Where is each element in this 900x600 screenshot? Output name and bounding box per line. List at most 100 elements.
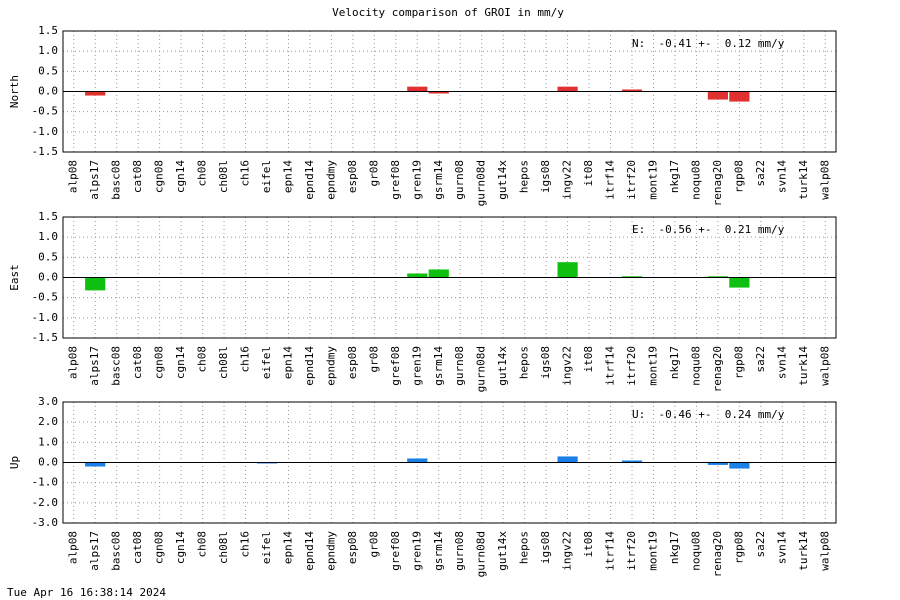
annotation: E: -0.56 +- 0.21 mm/y <box>632 223 785 236</box>
x-tick-label: itrf14 <box>604 531 617 571</box>
y-tick-label: -3.0 <box>32 516 59 529</box>
y-tick-label: -0.5 <box>32 105 59 118</box>
bar <box>729 277 750 288</box>
bar <box>428 269 449 278</box>
bar <box>729 462 750 469</box>
x-tick-label: epnd14 <box>303 160 316 200</box>
plot-frame <box>62 30 837 153</box>
x-tick-label: epnd14 <box>303 346 316 386</box>
x-tick-label: cgn08 <box>153 160 166 193</box>
x-tick-label: gurn08d <box>475 531 488 577</box>
x-tick-label: ch16 <box>239 531 252 558</box>
x-tick-label: walp08 <box>818 160 831 200</box>
x-tick-label: itrf20 <box>625 160 638 200</box>
x-tick-label: ch16 <box>239 160 252 187</box>
x-tick-label: esp08 <box>346 531 359 564</box>
y-axis-label: North <box>8 75 21 108</box>
x-tick-label: esp08 <box>346 346 359 379</box>
x-tick-label: renag20 <box>711 346 724 392</box>
x-tick-label: walp08 <box>818 346 831 386</box>
bar <box>85 462 106 467</box>
x-tick-label: turk14 <box>797 531 810 571</box>
x-tick-label: nkg17 <box>668 346 681 379</box>
y-tick-label: 3.0 <box>38 395 58 408</box>
x-tick-label: alp08 <box>67 346 80 379</box>
x-tick-label: itrf20 <box>625 531 638 571</box>
x-tick-label: ch16 <box>239 346 252 373</box>
x-tick-label: renag20 <box>711 160 724 206</box>
x-tick-label: sa22 <box>754 531 767 558</box>
x-tick-label: cat08 <box>131 531 144 564</box>
x-tick-label: gut14x <box>496 346 509 386</box>
x-tick-label: nkg17 <box>668 160 681 193</box>
x-tick-label: gut14x <box>496 160 509 200</box>
bar <box>256 462 278 464</box>
x-tick-label: gsrm14 <box>432 160 445 200</box>
x-tick-label: svn14 <box>775 531 788 564</box>
y-tick-label: 0.0 <box>38 85 58 98</box>
x-tick-label: cgn14 <box>174 346 187 379</box>
y-tick-label: -1.5 <box>32 145 59 158</box>
x-tick-label: ingv22 <box>561 531 574 571</box>
bar <box>407 458 428 463</box>
y-tick-label: 1.0 <box>38 435 58 448</box>
x-tick-label: basc08 <box>110 531 123 571</box>
x-tick-label: cgn14 <box>174 531 187 564</box>
x-tick-label: noqu08 <box>689 160 702 200</box>
x-tick-label: itrf14 <box>604 160 617 200</box>
x-tick-label: epn14 <box>281 531 294 564</box>
x-tick-label: mont19 <box>646 531 659 571</box>
bar <box>729 91 750 102</box>
x-tick-label: igs08 <box>539 531 552 564</box>
x-tick-label: mont19 <box>646 160 659 200</box>
x-tick-label: ch08 <box>196 531 209 558</box>
x-tick-label: turk14 <box>797 346 810 386</box>
x-tick-label: igs08 <box>539 160 552 193</box>
x-tick-label: sa22 <box>754 346 767 373</box>
annotation: N: -0.41 +- 0.12 mm/y <box>632 37 785 50</box>
bar <box>407 273 428 278</box>
x-tick-label: noqu08 <box>689 346 702 386</box>
y-axis-label: Up <box>8 456 21 469</box>
x-tick-label: it08 <box>582 346 595 373</box>
x-tick-label: svn14 <box>775 346 788 379</box>
x-tick-label: gut14x <box>496 531 509 571</box>
y-tick-label: 1.0 <box>38 230 58 243</box>
x-tick-label: eifel <box>260 346 273 379</box>
x-tick-label: ingv22 <box>561 160 574 200</box>
x-tick-label: gr08 <box>367 346 380 373</box>
y-tick-label: 1.5 <box>38 24 58 37</box>
x-tick-label: gr08 <box>367 160 380 187</box>
x-tick-label: sa22 <box>754 160 767 187</box>
x-tick-label: hepos <box>518 160 531 193</box>
y-tick-label: 1.0 <box>38 44 58 57</box>
x-tick-label: epndmy <box>324 346 337 386</box>
bar <box>621 460 643 463</box>
x-tick-label: ingv22 <box>561 346 574 386</box>
x-tick-label: ch08 <box>196 346 209 373</box>
x-tick-label: cgn14 <box>174 160 187 193</box>
x-tick-label: ch08l <box>217 531 230 564</box>
y-tick-label: 0.5 <box>38 64 58 77</box>
x-tick-label: svn14 <box>775 160 788 193</box>
bar <box>557 262 578 278</box>
y-tick-label: 0.5 <box>38 250 58 263</box>
bar <box>707 91 728 100</box>
x-tick-label: ch08 <box>196 160 209 187</box>
x-tick-label: epn14 <box>281 346 294 379</box>
bar <box>707 462 728 465</box>
bar <box>428 91 449 94</box>
x-tick-label: epndmy <box>324 531 337 571</box>
x-tick-label: alp08 <box>67 160 80 193</box>
x-tick-label: gref08 <box>389 160 402 200</box>
x-tick-label: esp08 <box>346 160 359 193</box>
plot-frame <box>62 401 837 524</box>
x-tick-label: nkg17 <box>668 531 681 564</box>
x-tick-label: walp08 <box>818 531 831 571</box>
x-tick-label: gurn08d <box>475 160 488 206</box>
x-tick-label: gr08 <box>367 531 380 558</box>
bar <box>85 277 106 291</box>
x-tick-label: cgn08 <box>153 531 166 564</box>
x-tick-label: ch08l <box>217 160 230 193</box>
x-tick-label: basc08 <box>110 346 123 386</box>
